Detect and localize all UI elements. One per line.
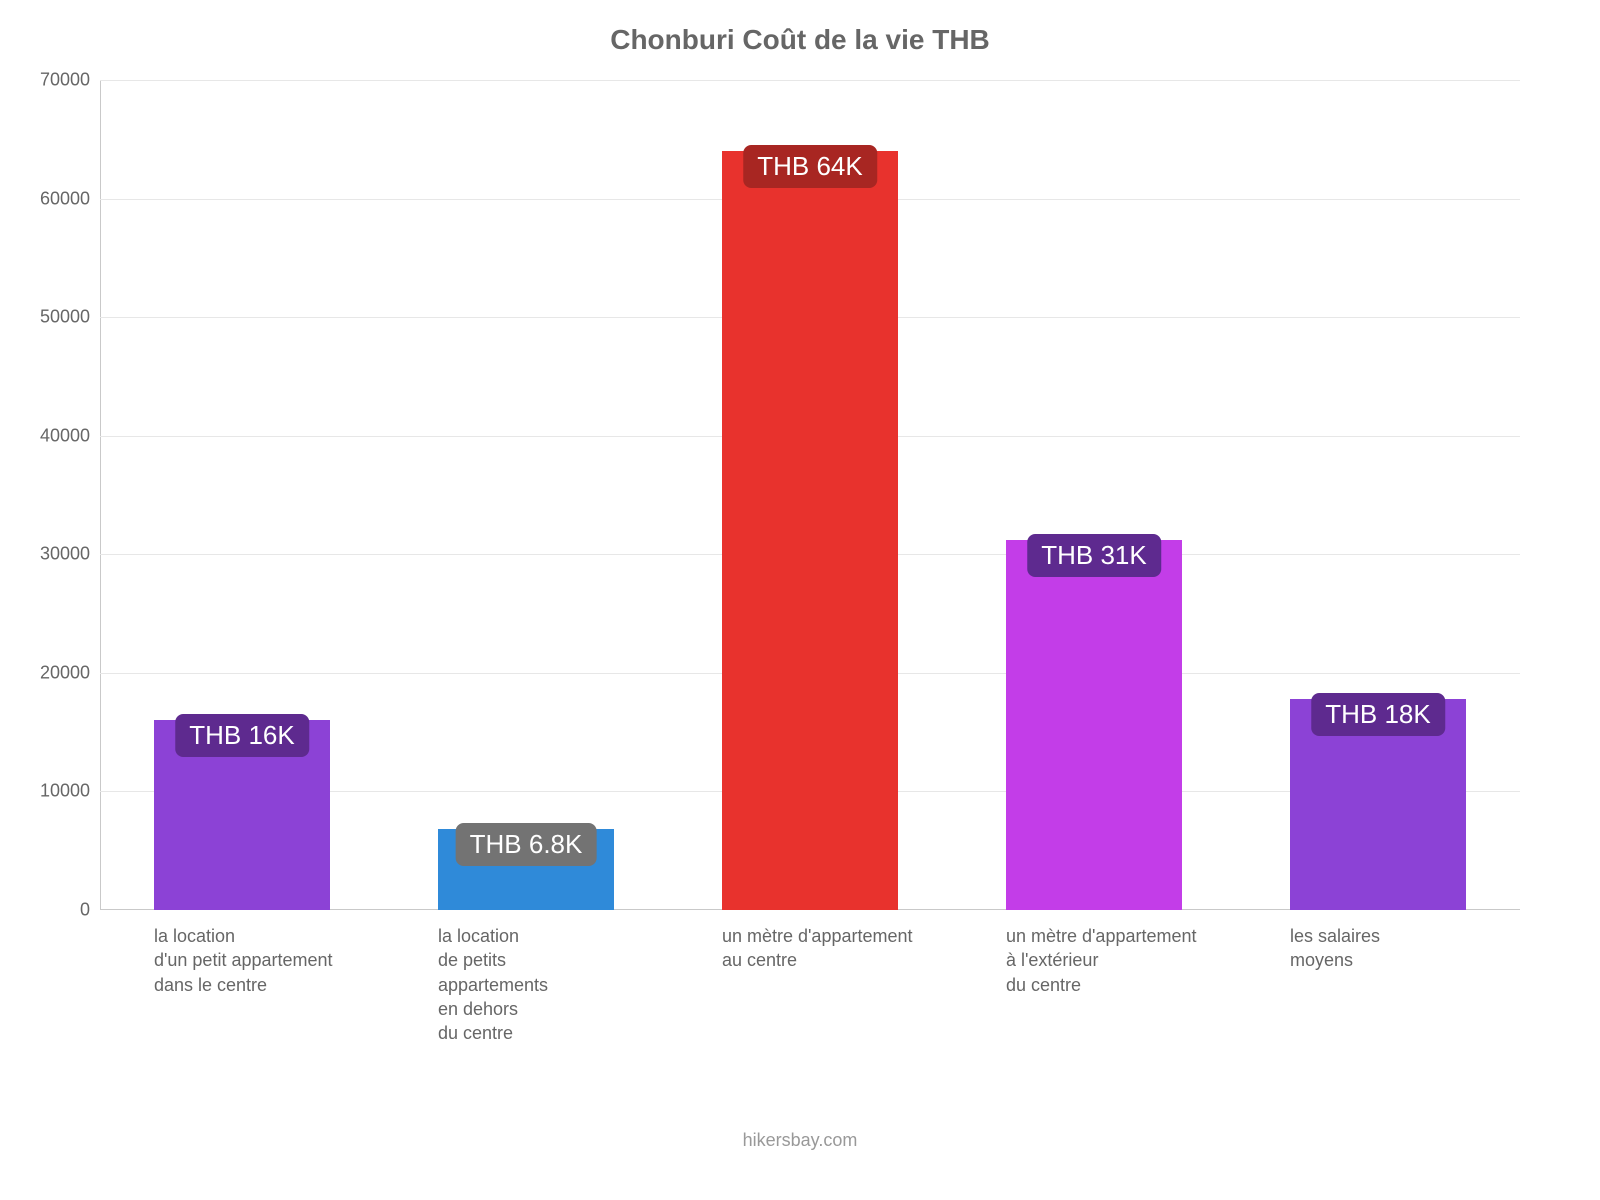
chart-container: Chonburi Coût de la vie THB 010000200003… [0, 0, 1600, 1200]
x-tick-label: un mètre d'appartementau centre [722, 910, 958, 973]
y-tick-label: 40000 [40, 425, 100, 446]
plot-area: 010000200003000040000500006000070000THB … [100, 80, 1520, 910]
x-tick-label: les salairesmoyens [1290, 910, 1526, 973]
x-tick-label: la locationd'un petit appartementdans le… [154, 910, 390, 997]
x-tick-label: un mètre d'appartementà l'extérieurdu ce… [1006, 910, 1242, 997]
value-badge: THB 64K [743, 145, 877, 188]
bar [1006, 540, 1182, 910]
chart-title: Chonburi Coût de la vie THB [0, 24, 1600, 56]
y-tick-label: 20000 [40, 662, 100, 683]
y-axis-line [100, 80, 101, 910]
y-tick-label: 30000 [40, 544, 100, 565]
value-badge: THB 31K [1027, 534, 1161, 577]
value-badge: THB 6.8K [456, 823, 597, 866]
y-tick-label: 10000 [40, 781, 100, 802]
value-badge: THB 18K [1311, 693, 1445, 736]
bar [722, 151, 898, 910]
value-badge: THB 16K [175, 714, 309, 757]
chart-footer: hikersbay.com [0, 1130, 1600, 1151]
x-tick-label: la locationde petitsappartementsen dehor… [438, 910, 674, 1045]
y-tick-label: 50000 [40, 307, 100, 328]
y-tick-label: 0 [80, 900, 100, 921]
y-tick-label: 70000 [40, 70, 100, 91]
gridline [100, 80, 1520, 81]
y-tick-label: 60000 [40, 188, 100, 209]
